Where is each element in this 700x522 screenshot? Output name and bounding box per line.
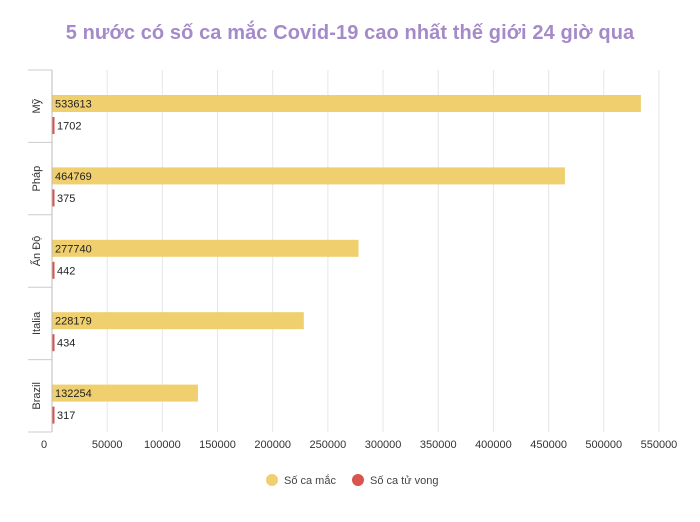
bar-deaths[interactable] (52, 189, 55, 207)
legend-label[interactable]: Số ca tử vong (370, 475, 439, 487)
category-label: Pháp (31, 166, 43, 192)
x-tick-label: 0 (41, 439, 47, 451)
bar-cases[interactable] (52, 239, 359, 257)
category-label: Italia (31, 311, 43, 335)
x-tick-label: 500000 (585, 439, 622, 451)
x-tick-label: 250000 (310, 439, 347, 451)
chart-title: 5 nước có số ca mắc Covid-19 cao nhất th… (65, 22, 635, 44)
x-tick-label: 300000 (365, 439, 402, 451)
x-tick-label: 50000 (92, 439, 123, 451)
data-label: 277740 (55, 243, 92, 255)
bar-cases[interactable] (52, 312, 304, 330)
data-label: 228179 (55, 316, 92, 328)
data-label: 442 (57, 265, 75, 277)
x-tick-label: 200000 (254, 439, 291, 451)
data-label: 317 (57, 410, 75, 422)
legend-label[interactable]: Số ca mắc (284, 474, 336, 487)
category-label: Ấn Độ (30, 236, 43, 267)
bar-deaths[interactable] (52, 406, 55, 424)
axis-layer: 0 50000 100000 150000 200000 250000 300000 3500… (28, 69, 678, 451)
x-tick-label: 550000 (641, 439, 678, 451)
bars-layer (52, 95, 641, 424)
bar-deaths[interactable] (52, 334, 55, 352)
data-label: 132254 (55, 388, 92, 400)
bar-cases[interactable] (52, 95, 641, 112)
x-tick-label: 450000 (530, 439, 567, 451)
x-tick-label: 150000 (199, 439, 236, 451)
bar-deaths[interactable] (52, 117, 55, 134)
data-label: 434 (57, 338, 75, 350)
category-label: Mỹ (31, 98, 43, 113)
data-label: 533613 (55, 99, 92, 111)
category-label: Brazil (31, 382, 43, 410)
x-tick-label: 100000 (144, 439, 181, 451)
data-label: 464769 (55, 171, 92, 183)
bar-cases[interactable] (52, 384, 198, 402)
legend: Số ca mắc Số ca tử vong (266, 474, 439, 487)
bar-cases[interactable] (52, 167, 565, 185)
bar-deaths[interactable] (52, 261, 55, 279)
legend-marker[interactable] (266, 474, 278, 486)
legend-marker[interactable] (352, 474, 364, 486)
x-tick-label: 400000 (475, 439, 512, 451)
data-label: 375 (57, 193, 75, 205)
data-label: 1702 (57, 121, 81, 133)
x-tick-label: 350000 (420, 439, 457, 451)
labels-layer: Mỹ 533613 1702 Pháp 464769 375 Ấn Độ 277740 442 I… (30, 98, 92, 422)
